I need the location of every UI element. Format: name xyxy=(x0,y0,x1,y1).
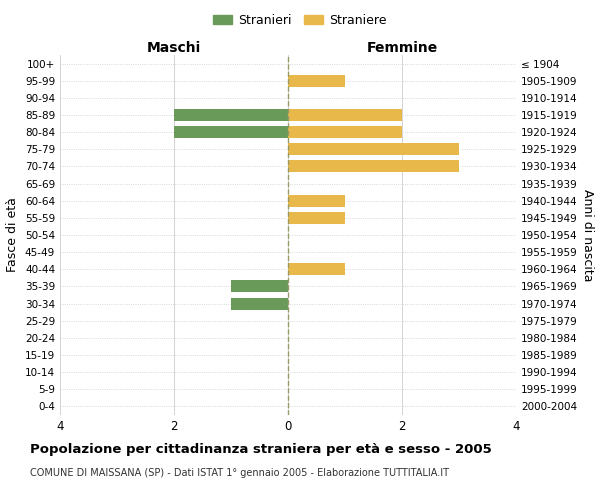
Text: Femmine: Femmine xyxy=(367,41,437,55)
Bar xyxy=(174,109,288,121)
Bar xyxy=(288,194,345,206)
Text: Maschi: Maschi xyxy=(147,41,201,55)
Legend: Stranieri, Straniere: Stranieri, Straniere xyxy=(208,8,392,32)
Text: Popolazione per cittadinanza straniera per età e sesso - 2005: Popolazione per cittadinanza straniera p… xyxy=(30,442,492,456)
Y-axis label: Fasce di età: Fasce di età xyxy=(7,198,19,272)
Bar xyxy=(231,280,288,292)
Text: COMUNE DI MAISSANA (SP) - Dati ISTAT 1° gennaio 2005 - Elaborazione TUTTITALIA.I: COMUNE DI MAISSANA (SP) - Dati ISTAT 1° … xyxy=(30,468,449,477)
Bar xyxy=(288,212,345,224)
Bar xyxy=(288,126,402,138)
Bar xyxy=(288,74,345,86)
Bar xyxy=(231,298,288,310)
Y-axis label: Anni di nascita: Anni di nascita xyxy=(581,188,594,281)
Bar xyxy=(288,109,402,121)
Bar xyxy=(288,144,459,156)
Bar xyxy=(288,160,459,172)
Bar xyxy=(174,126,288,138)
Bar xyxy=(288,264,345,276)
